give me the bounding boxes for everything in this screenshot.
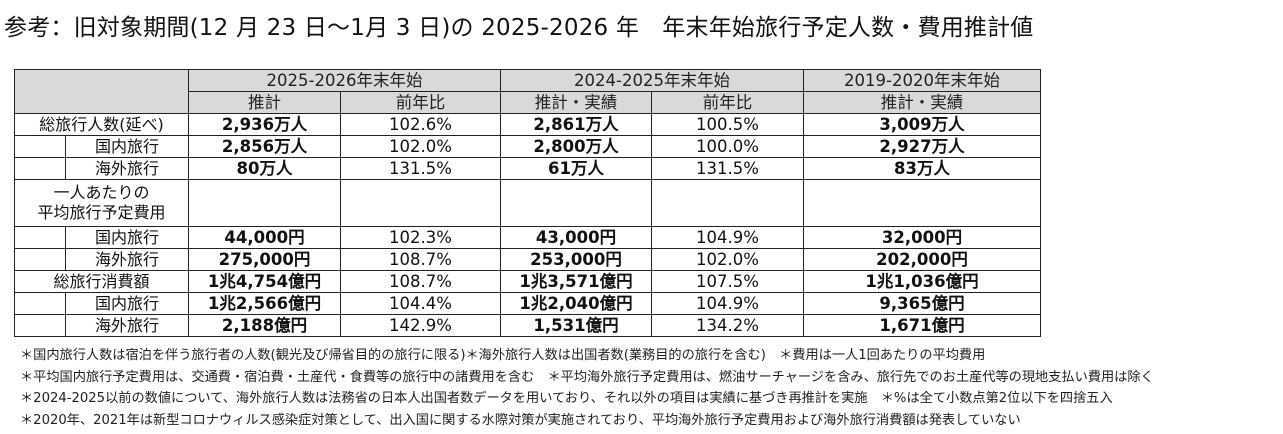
row-label-overseas: 海外旅行 (65, 248, 189, 271)
cell-value: 1兆2,040億円 (500, 292, 652, 315)
empty-cell (188, 179, 341, 227)
cell-yoy: 102.0% (651, 248, 804, 271)
travel-estimate-table: 2025-2026年末年始 2024-2025年末年始 2019-2020年末年… (14, 69, 1041, 337)
cell-value: 1兆3,571億円 (500, 270, 652, 293)
header-period-2024-2025: 2024-2025年末年始 (500, 69, 804, 92)
cell-value: 2,800万人 (500, 135, 652, 158)
cell-value: 2,856万人 (188, 135, 341, 158)
indent-spacer (14, 248, 66, 271)
cell-value: 32,000円 (803, 226, 1041, 249)
avg-cost-label-line1: 一人あたりの (53, 183, 150, 202)
subheader-yoy: 前年比 (340, 91, 501, 114)
cell-yoy: 108.7% (340, 270, 501, 293)
footnote: ＊2020年、2021年は新型コロナウィルス感染症対策として、出入国に関する水際… (20, 412, 1021, 428)
cell-yoy: 104.4% (340, 292, 501, 315)
cell-value: 1兆4,754億円 (188, 270, 341, 293)
cell-value: 202,000円 (803, 248, 1041, 271)
table-row-avg-cost-header: 一人あたりの 平均旅行予定費用 (14, 179, 1041, 227)
cell-value: 1兆1,036億円 (803, 270, 1041, 293)
cell-yoy: 102.6% (340, 113, 501, 136)
row-label-domestic: 国内旅行 (65, 135, 189, 158)
footnote: ＊国内旅行人数は宿泊を伴う旅行者の人数(観光及び帰省目的の旅行に限る)＊海外旅行… (20, 348, 986, 363)
cell-yoy: 102.0% (340, 135, 501, 158)
cell-yoy: 142.9% (340, 314, 501, 337)
header-period-2019-2020: 2019-2020年末年始 (803, 69, 1041, 92)
cell-yoy: 131.5% (340, 157, 501, 180)
cell-yoy: 100.0% (651, 135, 804, 158)
footnotes: ＊国内旅行人数は宿泊を伴う旅行者の人数(観光及び帰省目的の旅行に限る)＊海外旅行… (20, 345, 1154, 431)
cell-value: 9,365億円 (803, 292, 1041, 315)
footnote: ＊平均国内旅行予定費用は、交通費・宿泊費・土産代・食費等の旅行中の諸費用を含む … (20, 369, 1154, 385)
indent-spacer (14, 135, 66, 158)
table-row-travelers-domestic: 国内旅行 2,856万人 102.0% 2,800万人 100.0% 2,927… (14, 135, 1041, 158)
cell-yoy: 107.5% (651, 270, 804, 293)
row-label-spending: 総旅行消費額 (14, 270, 189, 293)
cell-value: 43,000円 (500, 226, 652, 249)
subheader-yoy: 前年比 (651, 91, 804, 114)
table-row-spending-total: 総旅行消費額 1兆4,754億円 108.7% 1兆3,571億円 107.5%… (14, 270, 1041, 293)
cell-value: 3,009万人 (803, 113, 1041, 136)
cell-value: 2,861万人 (500, 113, 652, 136)
row-label-overseas: 海外旅行 (65, 157, 189, 180)
table-row-spending-overseas: 海外旅行 2,188億円 142.9% 1,531億円 134.2% 1,671… (14, 314, 1041, 337)
indent-spacer (14, 314, 66, 337)
cell-value: 1,531億円 (500, 314, 652, 337)
cell-value: 44,000円 (188, 226, 341, 249)
page-title: 参考：旧対象期間(12 月 23 日～1月 3 日)の 2025-2026 年 … (4, 15, 1034, 41)
cell-value: 83万人 (803, 157, 1041, 180)
header-row-periods: 2025-2026年末年始 2024-2025年末年始 2019-2020年末年… (14, 69, 1041, 114)
header-period-2025-2026: 2025-2026年末年始 (188, 69, 501, 92)
cell-value: 80万人 (188, 157, 341, 180)
cell-value: 2,936万人 (188, 113, 341, 136)
subheader-estimate-actual: 推計・実績 (803, 91, 1041, 114)
indent-spacer (14, 157, 66, 180)
cell-yoy: 108.7% (340, 248, 501, 271)
subheader-estimate: 推計 (188, 91, 341, 114)
cell-value: 1,671億円 (803, 314, 1041, 337)
cell-value: 275,000円 (188, 248, 341, 271)
cell-value: 61万人 (500, 157, 652, 180)
avg-cost-label-line2: 平均旅行予定費用 (37, 203, 166, 222)
row-label-domestic: 国内旅行 (65, 292, 189, 315)
empty-cell (500, 179, 652, 227)
table-row-avg-cost-overseas: 海外旅行 275,000円 108.7% 253,000円 102.0% 202… (14, 248, 1041, 271)
cell-value: 1兆2,566億円 (188, 292, 341, 315)
table-row-travelers-total: 総旅行人数(延べ) 2,936万人 102.6% 2,861万人 100.5% … (14, 113, 1041, 136)
cell-yoy: 134.2% (651, 314, 804, 337)
subheader-estimate-actual: 推計・実績 (500, 91, 652, 114)
empty-cell (803, 179, 1041, 227)
row-label-overseas: 海外旅行 (65, 314, 189, 337)
cell-yoy: 104.9% (651, 292, 804, 315)
row-label-avg-cost: 一人あたりの 平均旅行予定費用 (14, 179, 189, 227)
empty-cell (340, 179, 501, 227)
footnote: ＊2024-2025以前の数値について、海外旅行人数は法務省の日本人出国者数デー… (20, 391, 1113, 406)
row-label-domestic: 国内旅行 (65, 226, 189, 249)
cell-value: 2,188億円 (188, 314, 341, 337)
header-corner (14, 69, 189, 114)
indent-spacer (14, 292, 66, 315)
cell-value: 2,927万人 (803, 135, 1041, 158)
cell-yoy: 131.5% (651, 157, 804, 180)
row-label-travelers: 総旅行人数(延べ) (14, 113, 189, 136)
header-row-sub: 推計 前年比 推計・実績 前年比 推計・実績 (15, 91, 1041, 114)
table-row-spending-domestic: 国内旅行 1兆2,566億円 104.4% 1兆2,040億円 104.9% 9… (14, 292, 1041, 315)
empty-cell (651, 179, 804, 227)
table-row-travelers-overseas: 海外旅行 80万人 131.5% 61万人 131.5% 83万人 (14, 157, 1041, 180)
cell-yoy: 102.3% (340, 226, 501, 249)
cell-yoy: 100.5% (651, 113, 804, 136)
indent-spacer (14, 226, 66, 249)
cell-yoy: 104.9% (651, 226, 804, 249)
table-row-avg-cost-domestic: 国内旅行 44,000円 102.3% 43,000円 104.9% 32,00… (14, 226, 1041, 249)
cell-value: 253,000円 (500, 248, 652, 271)
